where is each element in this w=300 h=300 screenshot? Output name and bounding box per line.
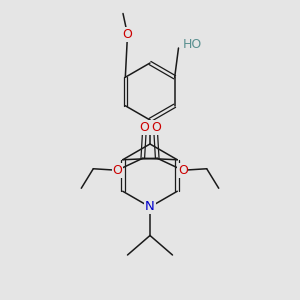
Text: O: O: [139, 121, 149, 134]
Text: O: O: [112, 164, 122, 177]
Text: O: O: [123, 28, 132, 41]
Text: O: O: [178, 164, 188, 177]
Text: HO: HO: [182, 38, 202, 51]
Text: N: N: [145, 200, 155, 214]
Text: O: O: [151, 121, 161, 134]
